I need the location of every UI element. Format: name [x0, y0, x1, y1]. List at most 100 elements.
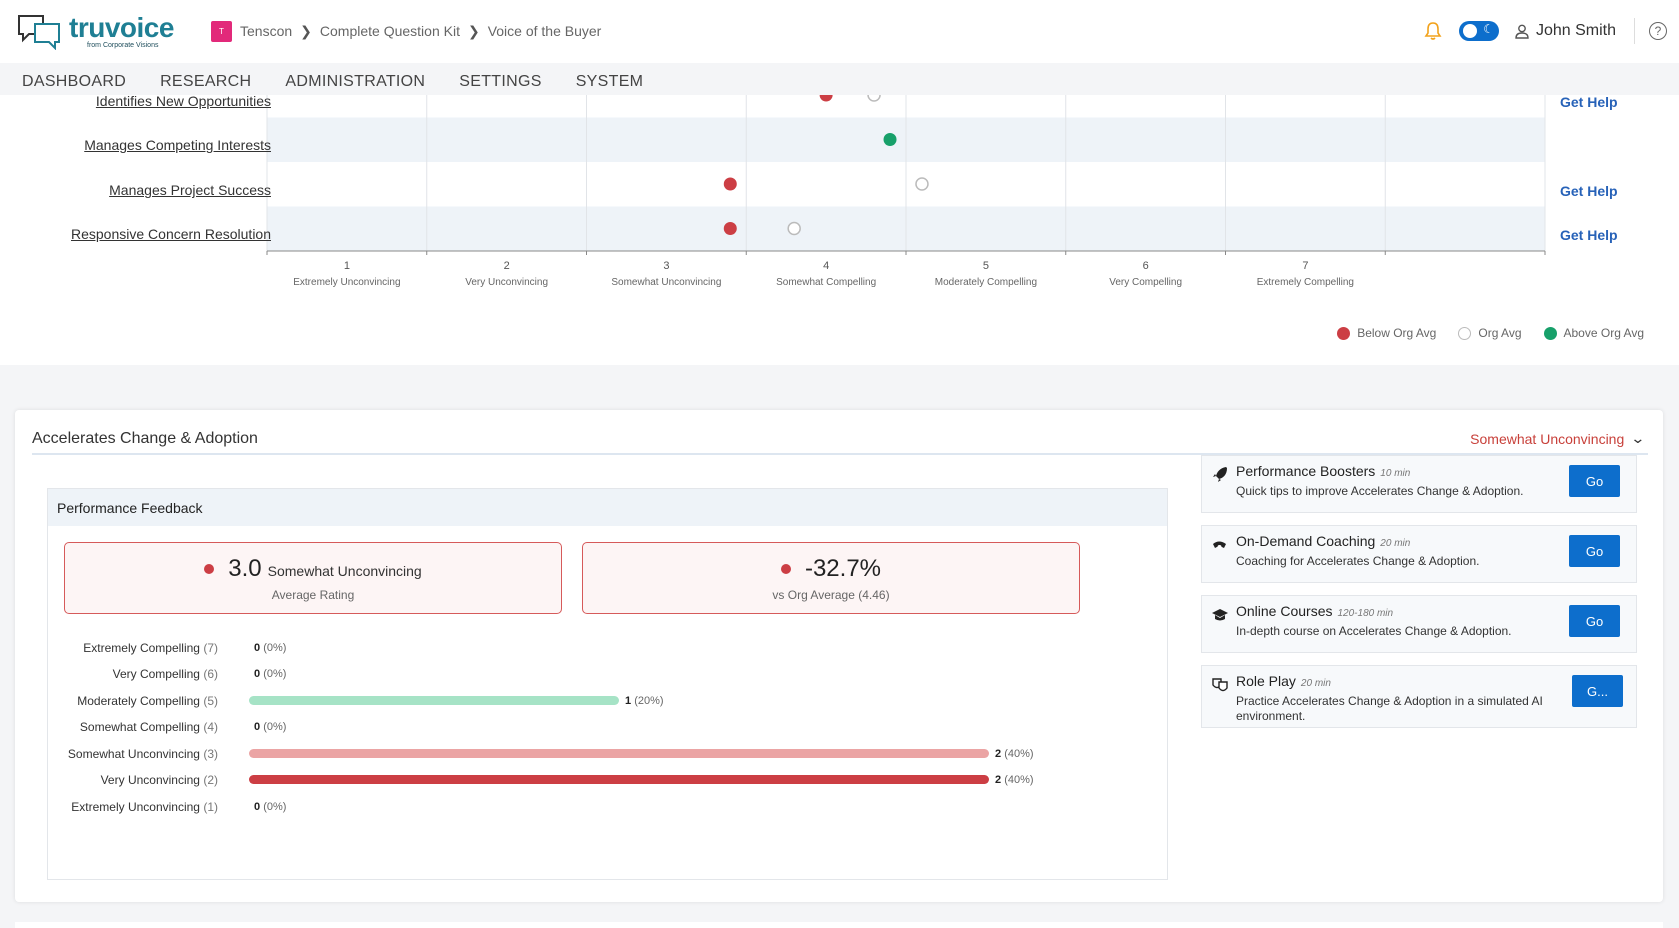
- above-org-avg-point: [883, 133, 897, 146]
- vs-org-value: -32.7%: [804, 555, 882, 582]
- x-tick-number: 3: [663, 260, 669, 272]
- resource-title: Performance Boosters 10 min: [1236, 463, 1411, 479]
- divider: [1634, 18, 1635, 44]
- distribution-label: Extremely Unconvincing (1): [71, 800, 218, 814]
- masks-icon: [1212, 678, 1228, 692]
- nav-dashboard[interactable]: DASHBOARD: [22, 73, 127, 90]
- user-name: John Smith: [1535, 22, 1616, 39]
- go-button[interactable]: Go: [1569, 605, 1620, 637]
- section-status-label: Somewhat Unconvincing: [1470, 430, 1625, 447]
- distribution-value: 0 (0%): [254, 721, 287, 733]
- resource-card: Performance Boosters 10 min Quick tips to …: [1201, 455, 1637, 513]
- nav-system[interactable]: SYSTEM: [575, 73, 644, 90]
- vs-org-label: vs Org Average (4.46): [772, 588, 890, 602]
- resource-title: Role Play 20 min: [1236, 673, 1331, 689]
- below-org-avg-point: [723, 222, 737, 235]
- legend-org-avg: Org Avg: [1458, 326, 1522, 340]
- x-tick-label: Very Unconvincing: [465, 277, 548, 288]
- get-help-link[interactable]: Get Help: [1560, 227, 1618, 243]
- vs-org-average-card: -32.7% vs Org Average (4.46): [582, 542, 1080, 614]
- distribution-value: 0 (0%): [254, 642, 287, 654]
- section-status-toggle[interactable]: Somewhat Unconvincing ⌄: [1470, 430, 1646, 447]
- org-avg-point: [787, 221, 801, 236]
- nav-settings[interactable]: SETTINGS: [459, 73, 542, 90]
- distribution-bar: [249, 749, 989, 758]
- distribution-row: Extremely Unconvincing (1) 0 (0%): [48, 798, 1148, 818]
- next-section-edge: [15, 922, 1663, 928]
- distribution-row: Very Compelling (6) 0 (0%): [48, 665, 1148, 685]
- chevron-right-icon: ❯: [300, 22, 312, 39]
- red-dot-icon: [204, 564, 215, 574]
- x-tick-label: Extremely Compelling: [1257, 277, 1354, 288]
- user-menu[interactable]: John Smith: [1515, 22, 1616, 40]
- truvoice-logo[interactable]: truvoice from Corporate Visions: [17, 12, 187, 52]
- x-tick-label: Somewhat Compelling: [776, 277, 876, 288]
- resource-card: Role Play 20 min Practice Accelerates Chan…: [1201, 665, 1637, 728]
- x-tick-number: 2: [504, 260, 510, 272]
- average-rating-card: 3.0 Somewhat Unconvincing Average Rating: [64, 542, 562, 614]
- breadcrumb: T Tenscon ❯ Complete Question Kit ❯ Voic…: [211, 18, 601, 44]
- resource-card: On-Demand Coaching 20 min Coaching for Acc…: [1201, 525, 1637, 583]
- legend-above-org-avg: Above Org Avg: [1543, 326, 1644, 340]
- resource-description: Coaching for Accelerates Change & Adopti…: [1236, 554, 1480, 568]
- performance-feedback-panel: Performance Feedback 3.0 Somewhat Unconv…: [47, 488, 1168, 880]
- distribution-label: Somewhat Compelling (4): [79, 720, 218, 734]
- theme-toggle[interactable]: ☾: [1458, 21, 1499, 41]
- panel-title: Performance Feedback: [48, 489, 1167, 526]
- average-rating-label: Average Rating: [271, 588, 355, 602]
- moon-icon: ☾: [1483, 22, 1494, 36]
- row-label-responsive-concern-resolution[interactable]: Responsive Concern Resolution: [71, 226, 271, 242]
- distribution-value: 2 (40%): [995, 774, 1034, 786]
- speech-bubbles-icon: [18, 15, 60, 50]
- row-label-manages-competing-interests[interactable]: Manages Competing Interests: [84, 137, 271, 153]
- breadcrumb-item-org[interactable]: Tenscon: [240, 23, 293, 39]
- top-header: truvoice from Corporate Visions T Tensco…: [0, 0, 1679, 63]
- coach-icon: [1213, 541, 1226, 549]
- user-icon: [1515, 24, 1529, 39]
- distribution-label: Somewhat Unconvincing (3): [67, 747, 218, 761]
- resource-title: Online Courses 120-180 min: [1236, 603, 1394, 619]
- row-label-identifies-new-opportunities[interactable]: Identifies New Opportunities: [95, 93, 271, 109]
- x-tick-label: Very Compelling: [1109, 277, 1182, 288]
- distribution-row: Extremely Compelling (7) 0 (0%): [48, 639, 1148, 659]
- distribution-value: 0 (0%): [254, 801, 287, 813]
- breadcrumb-item-kit[interactable]: Complete Question Kit: [319, 23, 460, 39]
- org-avg-point: [867, 95, 881, 102]
- red-dot-icon: [780, 564, 791, 574]
- below-org-avg-point: [723, 177, 737, 191]
- bell-icon[interactable]: [1423, 21, 1443, 41]
- legend-below-org-avg: Below Org Avg: [1337, 326, 1436, 340]
- x-tick-number: 7: [1302, 260, 1308, 272]
- distribution-label: Very Compelling (6): [112, 667, 218, 681]
- x-tick-label: Extremely Unconvincing: [293, 277, 400, 288]
- get-help-link[interactable]: Get Help: [1560, 183, 1618, 199]
- distribution-row: Somewhat Compelling (4) 0 (0%): [48, 718, 1148, 738]
- resource-card: Online Courses 120-180 min In-depth course…: [1201, 595, 1637, 653]
- nav-research[interactable]: RESEARCH: [160, 73, 252, 90]
- distribution-label: Moderately Compelling (5): [77, 694, 218, 708]
- distribution-value: 1 (20%): [625, 695, 664, 707]
- hollow-dot-icon: [1458, 326, 1472, 340]
- resource-duration: 20 min: [1300, 678, 1331, 689]
- breadcrumb-item-survey[interactable]: Voice of the Buyer: [487, 23, 602, 39]
- distribution-bar: [249, 775, 989, 784]
- get-help-link[interactable]: Get Help: [1560, 94, 1618, 110]
- go-button[interactable]: Go: [1569, 535, 1620, 567]
- distribution-value: 2 (40%): [995, 748, 1034, 760]
- row-label-manages-project-success[interactable]: Manages Project Success: [109, 182, 271, 198]
- org-avg-point: [915, 177, 929, 191]
- distribution-row: Moderately Compelling (5) 1 (20%): [48, 692, 1148, 712]
- competency-section: Accelerates Change & Adoption Somewhat U…: [15, 410, 1663, 902]
- rocket-icon: [1213, 467, 1227, 482]
- nav-administration[interactable]: ADMINISTRATION: [285, 73, 426, 90]
- help-icon[interactable]: ?: [1649, 22, 1667, 40]
- red-dot-icon: [1337, 326, 1351, 340]
- resource-description: In-depth course on Accelerates Change & …: [1236, 624, 1512, 638]
- dot-chart-svg: 1 Extremely Unconvincing 2 Very Unconvincin…: [266, 95, 1546, 288]
- distribution-bar: [249, 696, 619, 705]
- distribution-row: Somewhat Unconvincing (3) 2 (40%): [48, 745, 1148, 765]
- chart-legend: Below Org Avg Org Avg Above Org Avg: [1315, 326, 1644, 340]
- average-rating-word: Somewhat Unconvincing: [267, 563, 422, 579]
- go-button[interactable]: Go: [1569, 465, 1620, 497]
- go-button[interactable]: G...: [1572, 675, 1623, 707]
